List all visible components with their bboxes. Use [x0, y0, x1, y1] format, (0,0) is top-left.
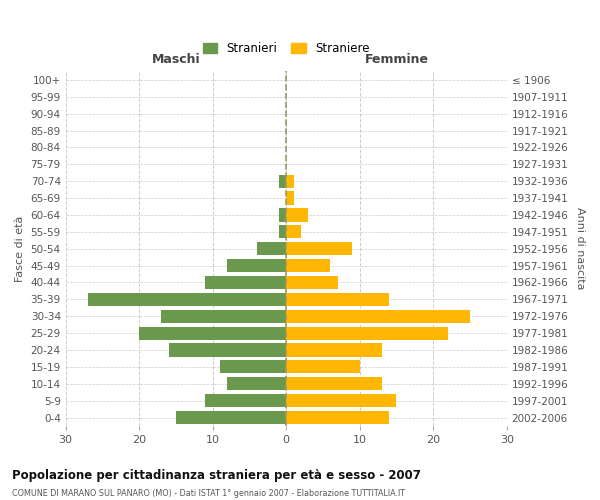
- Bar: [286, 411, 389, 424]
- Bar: [88, 293, 286, 306]
- Legend: Stranieri, Straniere: Stranieri, Straniere: [199, 38, 373, 58]
- Bar: [205, 394, 286, 407]
- Bar: [286, 377, 382, 390]
- Bar: [169, 344, 286, 356]
- Bar: [227, 259, 286, 272]
- Bar: [286, 394, 397, 407]
- Bar: [176, 411, 286, 424]
- Bar: [257, 242, 286, 256]
- Bar: [286, 208, 308, 222]
- Text: Popolazione per cittadinanza straniera per età e sesso - 2007: Popolazione per cittadinanza straniera p…: [12, 470, 421, 482]
- Bar: [286, 310, 470, 323]
- Text: Femmine: Femmine: [364, 54, 428, 66]
- Bar: [286, 259, 331, 272]
- Bar: [279, 225, 286, 238]
- Bar: [286, 192, 293, 204]
- Text: Maschi: Maschi: [152, 54, 200, 66]
- Bar: [286, 293, 389, 306]
- Bar: [227, 377, 286, 390]
- Y-axis label: Fasce di età: Fasce di età: [15, 216, 25, 282]
- Bar: [286, 276, 338, 289]
- Bar: [286, 242, 352, 256]
- Bar: [279, 174, 286, 188]
- Bar: [161, 310, 286, 323]
- Bar: [205, 276, 286, 289]
- Bar: [286, 174, 293, 188]
- Bar: [286, 225, 301, 238]
- Bar: [286, 326, 448, 340]
- Bar: [139, 326, 286, 340]
- Text: COMUNE DI MARANO SUL PANARO (MO) - Dati ISTAT 1° gennaio 2007 - Elaborazione TUT: COMUNE DI MARANO SUL PANARO (MO) - Dati …: [12, 488, 405, 498]
- Bar: [286, 360, 360, 374]
- Bar: [220, 360, 286, 374]
- Bar: [279, 208, 286, 222]
- Bar: [286, 344, 382, 356]
- Y-axis label: Anni di nascita: Anni di nascita: [575, 208, 585, 290]
